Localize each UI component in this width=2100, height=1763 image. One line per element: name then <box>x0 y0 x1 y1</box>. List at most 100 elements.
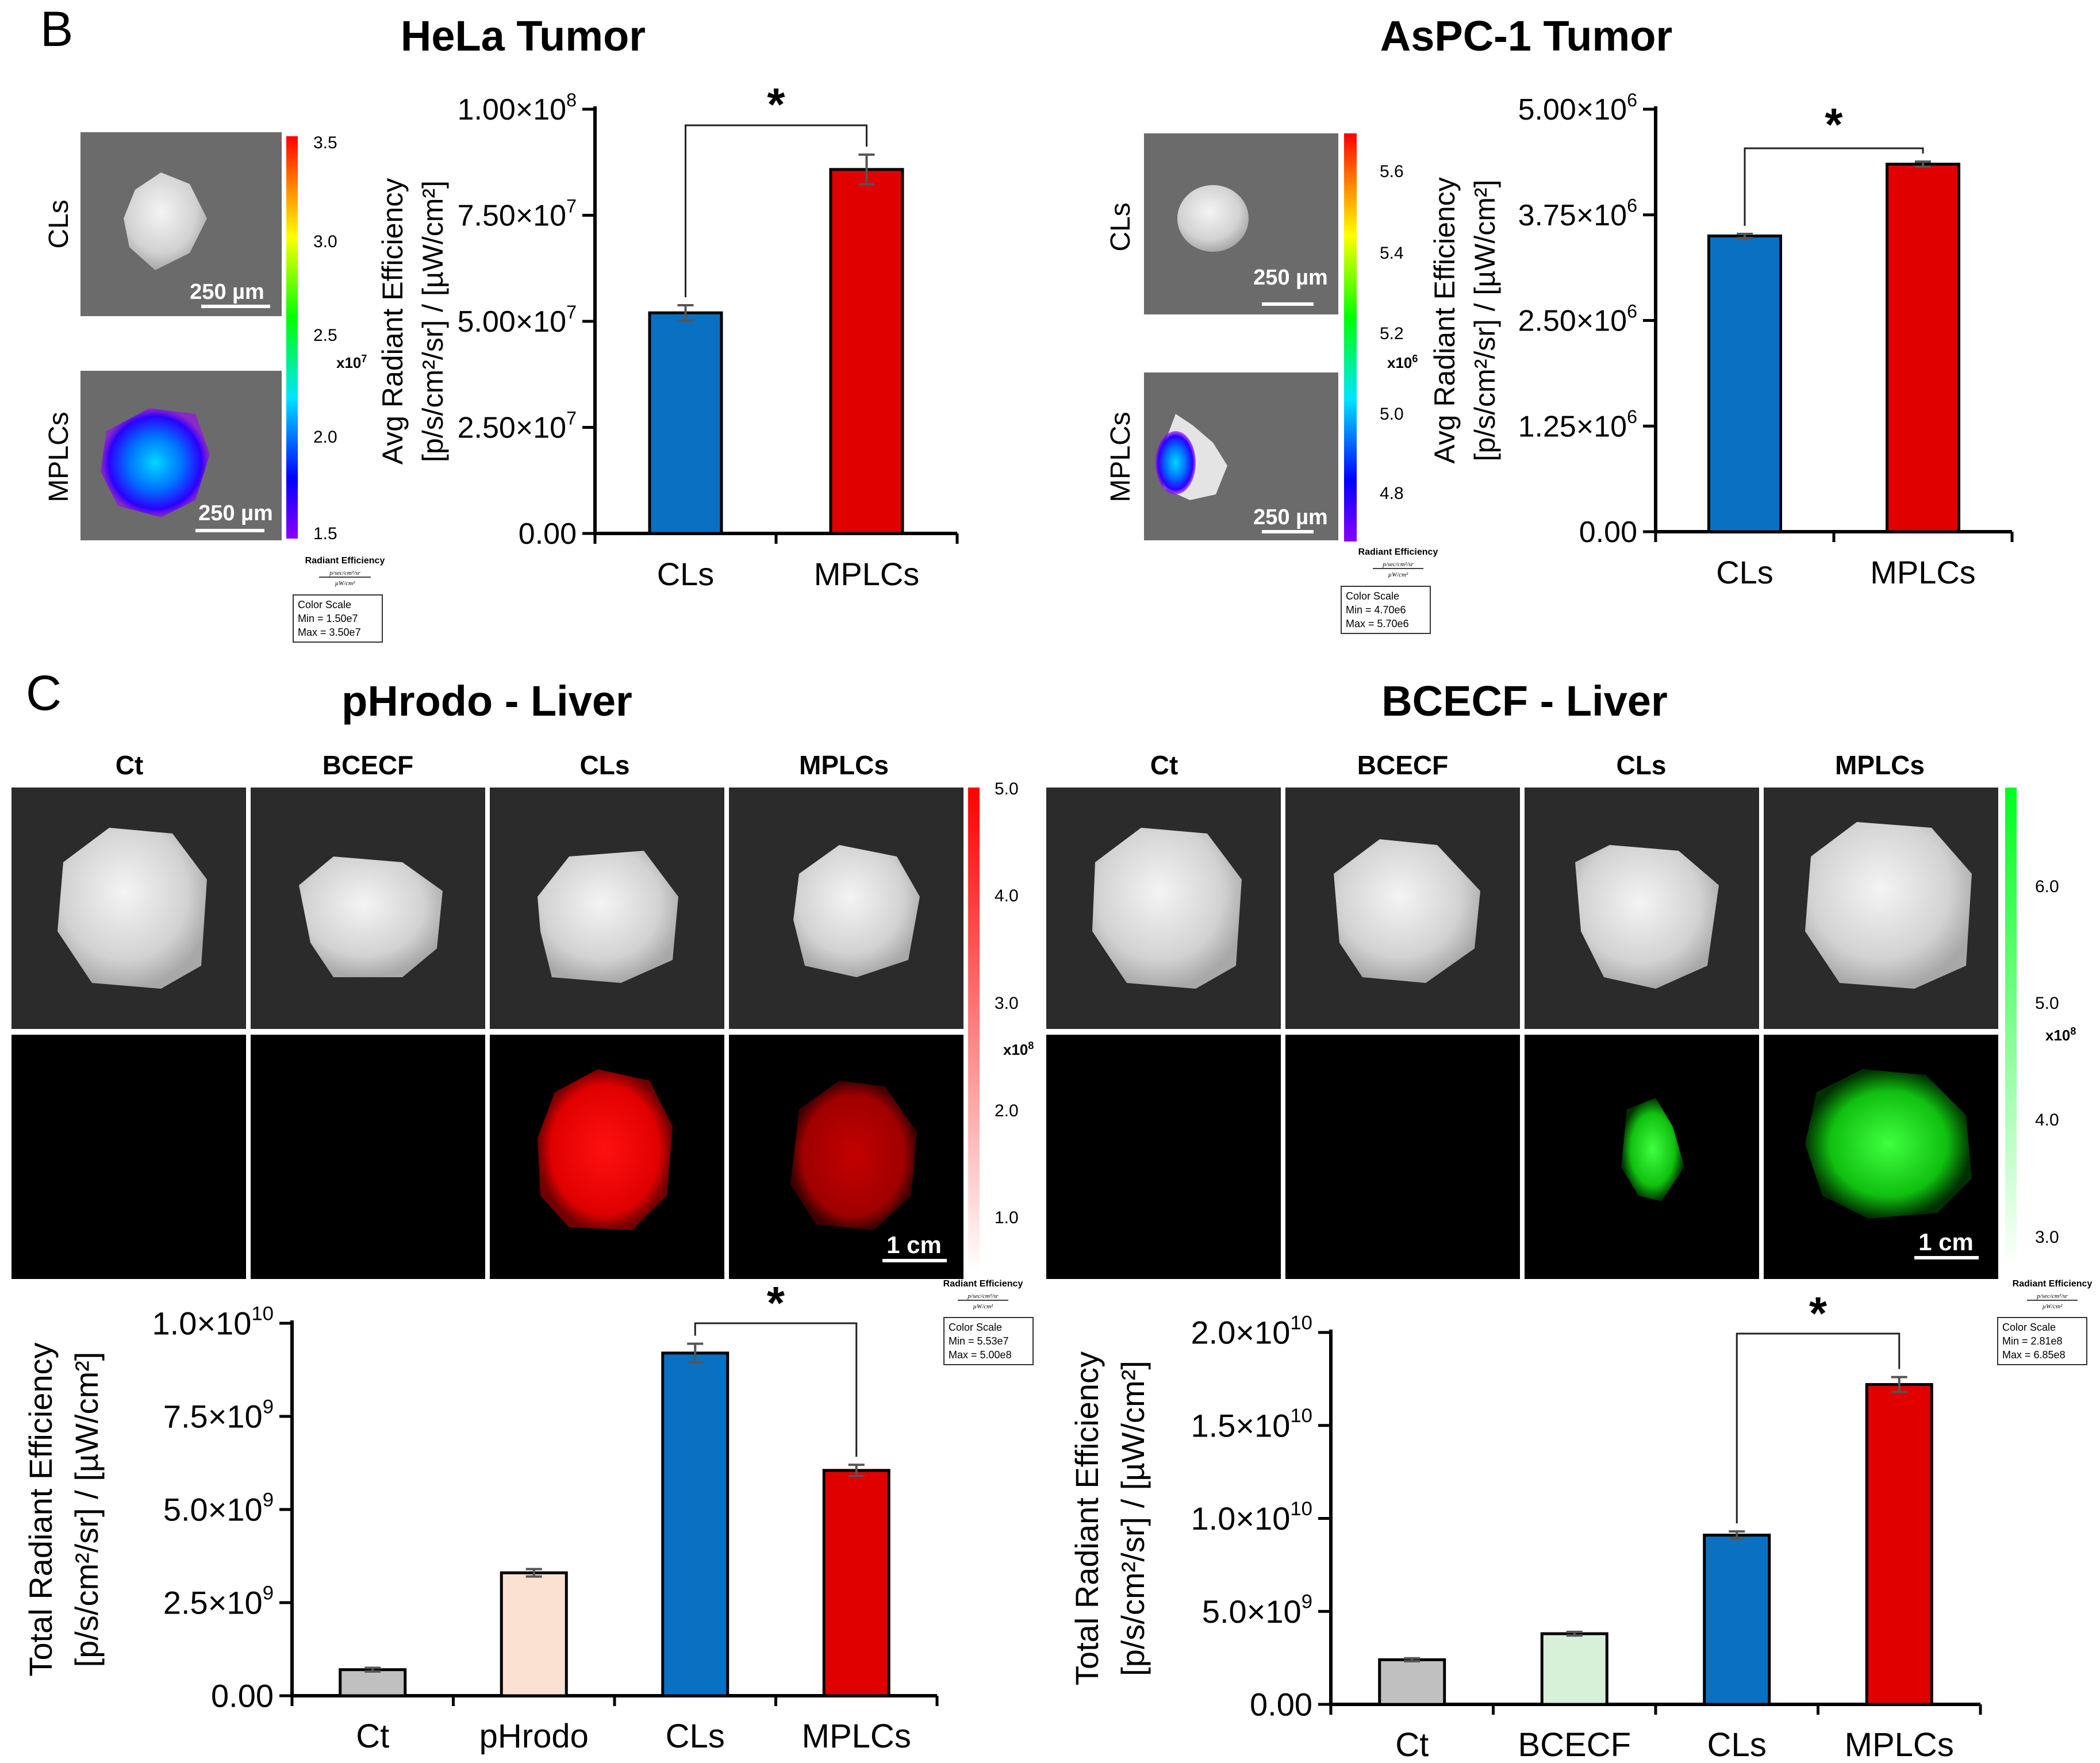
bcecf-cb-tick: 6.0 <box>2035 877 2059 896</box>
phrodo-cb-box-line: Max = 5.00e8 <box>949 1349 1012 1361</box>
bcecf-y-label-line1: Total Radiant Efficiency <box>1069 1351 1105 1685</box>
hela-bar-chart: 0.00 2.50×107 5.00×107 7.50×107 1.00×108 CLs M… <box>377 79 959 592</box>
hela-x-tick-label: CLs <box>657 556 715 592</box>
aspc-cb-tick: 5.4 <box>1380 244 1404 263</box>
svg-text:x108: x108 <box>2045 1025 2076 1044</box>
bcecf-cb-box-line: Color Scale <box>2002 1322 2056 1333</box>
phrodo-cb-box-line: Min = 5.53e7 <box>949 1335 1009 1347</box>
bcecf-cb-exponent-sup: 8 <box>2070 1025 2076 1037</box>
phrodo-liver-title: pHrodo - Liver <box>341 677 632 725</box>
bcecf-photo-row <box>1046 788 1998 1029</box>
aspc-y-tick-label: 0.00 <box>1579 516 1637 549</box>
hela-bar-cls <box>648 311 723 535</box>
phrodo-cb-tick: 2.0 <box>995 1101 1019 1120</box>
bcecf-col-mplcs: MPLCs <box>1835 750 1925 780</box>
bcecf-y-label-line2: [p/s/cm²/sr] / [µW/cm²] <box>1115 1361 1151 1676</box>
hela-row-label-mplcs: MPLCs <box>44 412 74 502</box>
hela-cb-tick: 3.0 <box>313 232 337 251</box>
bcecf-y-tick-label: 0.00 <box>1250 1687 1312 1723</box>
bcecf-liver-title: BCECF - Liver <box>1381 677 1668 725</box>
hela-cb-units-den: µW/cm² <box>335 580 355 587</box>
phrodo-cb-tick: 1.0 <box>995 1208 1019 1227</box>
aspc-cb-caption: Radiant Efficiency <box>1358 547 1438 557</box>
hela-cb-exponent: x10 <box>336 354 361 371</box>
aspc-cb-exponent: x10 <box>1387 354 1412 371</box>
hela-y-tick-label: 1.00×108 <box>458 90 577 126</box>
aspc-bar-mplcs <box>1886 163 1960 533</box>
aspc-cb-exponent-sup: 6 <box>1412 353 1418 364</box>
hela-y-tick-label: 5.00×107 <box>458 302 577 339</box>
phrodo-cb-exponent: x10 <box>1003 1041 1028 1058</box>
hela-y-label-line1: Avg Radiant Efficiency <box>377 178 409 464</box>
bcecf-x-tick-label: Ct <box>1395 1726 1429 1763</box>
hela-cb-tick: 3.5 <box>313 133 337 152</box>
aspc-cb-tick: 5.2 <box>1380 324 1404 343</box>
aspc-cb-tick: 5.6 <box>1380 162 1404 181</box>
aspc-cb-tick: 5.0 <box>1380 405 1404 424</box>
hela-y-tick-label: 7.50×107 <box>458 195 577 232</box>
phrodo-cb-units-den: µW/cm² <box>973 1303 993 1310</box>
phrodo-cb-units-num: p/sec/cm²/sr <box>967 1293 999 1300</box>
bcecf-col-ct: Ct <box>1150 750 1178 780</box>
bcecf-cb-units-den: µW/cm² <box>2043 1303 2063 1310</box>
aspc-x-tick-label: CLs <box>1716 554 1773 590</box>
hela-cls-scalebar: 250 µm <box>190 280 264 304</box>
hela-title: HeLa Tumor <box>401 12 646 60</box>
bcecf-y-tick-label: 1.5×1010 <box>1191 1405 1312 1443</box>
bcecf-scalebar: 1 cm <box>1918 1228 1974 1255</box>
svg-text:x106: x106 <box>1387 353 1418 371</box>
bcecf-cb-tick: 4.0 <box>2035 1111 2059 1130</box>
hela-significance-bracket <box>685 124 867 297</box>
aspc-significance-bracket <box>1744 147 1924 226</box>
svg-text:x108: x108 <box>1003 1040 1034 1058</box>
hela-y-tick-label: 0.00 <box>519 517 577 551</box>
hela-cb-box-line: Max = 3.50e7 <box>298 627 361 638</box>
phrodo-bar-mplcs <box>822 1469 890 1697</box>
phrodo-x-tick-label: CLs <box>666 1718 725 1755</box>
bcecf-cb-box-line: Max = 6.85e8 <box>2002 1349 2066 1361</box>
aspc-bar-chart: 0.00 1.25×106 2.50×106 3.75×106 5.00×106 CLs M… <box>1429 90 2014 590</box>
hela-cb-tick: 2.0 <box>313 428 337 447</box>
phrodo-bar-phrodo <box>500 1571 568 1697</box>
aspc-cls-scalebar: 250 µm <box>1253 266 1328 290</box>
phrodo-cb-tick: 4.0 <box>995 886 1019 905</box>
svg-text:x107: x107 <box>336 353 367 371</box>
aspc-cb-units-den: µW/cm² <box>1388 571 1408 578</box>
panel-letter-b: B <box>40 2 73 57</box>
aspc-y-tick-label: 1.25×106 <box>1518 406 1637 443</box>
hela-significance-star: * <box>767 79 785 130</box>
bcecf-cb-exponent: x10 <box>2045 1027 2070 1044</box>
bcecf-col-cls: CLs <box>1617 750 1667 780</box>
phrodo-cb-tick: 3.0 <box>995 994 1019 1013</box>
aspc-y-label-line2: [p/s/cm²/sr] / [µW/cm²] <box>1469 180 1501 462</box>
bcecf-cb-box-line: Min = 2.81e8 <box>2002 1335 2063 1347</box>
aspc-bar-cls <box>1707 235 1782 533</box>
phrodo-y-tick-label: 0.00 <box>211 1678 274 1714</box>
phrodo-bar-cls <box>661 1351 730 1697</box>
hela-x-tick-label: MPLCs <box>814 556 920 592</box>
aspc-colorbar: 5.6 5.4 5.2 5.0 4.8 x106 Radiant Efficie… <box>1341 133 1438 634</box>
aspc-image-mplcs: 250 µm <box>1144 372 1338 540</box>
aspc-y-tick-label: 3.75×106 <box>1518 195 1637 232</box>
bcecf-cb-caption: Radiant Efficiency <box>2013 1279 2093 1289</box>
aspc-y-label-line1: Avg Radiant Efficiency <box>1429 177 1461 463</box>
bcecf-bar-ct <box>1378 1658 1446 1706</box>
bcecf-colorbar: 6.0 5.0 4.0 3.0 x108 Radiant Efficiency … <box>1997 788 2093 1365</box>
phrodo-y-tick-label: 1.0×1010 <box>152 1303 274 1341</box>
phrodo-significance-star: * <box>767 1277 785 1328</box>
bcecf-bar-cls <box>1703 1534 1771 1706</box>
bcecf-x-tick-label: CLs <box>1707 1726 1767 1763</box>
hela-cb-units-num: p/sec/cm²/sr <box>329 570 360 577</box>
bcecf-y-tick-label: 5.0×109 <box>1202 1591 1312 1630</box>
aspc-cb-tick: 4.8 <box>1380 484 1404 503</box>
phrodo-cb-caption: Radiant Efficiency <box>943 1279 1023 1289</box>
phrodo-x-tick-label: MPLCs <box>802 1718 911 1755</box>
aspc-cb-units-num: p/sec/cm²/sr <box>1382 561 1414 568</box>
hela-bar-mplcs <box>829 168 904 535</box>
phrodo-col-ct: Ct <box>116 750 144 780</box>
hela-cb-caption: Radiant Efficiency <box>305 556 385 566</box>
bcecf-bar-bcecf <box>1540 1632 1608 1706</box>
phrodo-y-tick-label: 5.0×109 <box>163 1489 274 1527</box>
hela-cb-box-line: Min = 1.50e7 <box>298 613 358 624</box>
